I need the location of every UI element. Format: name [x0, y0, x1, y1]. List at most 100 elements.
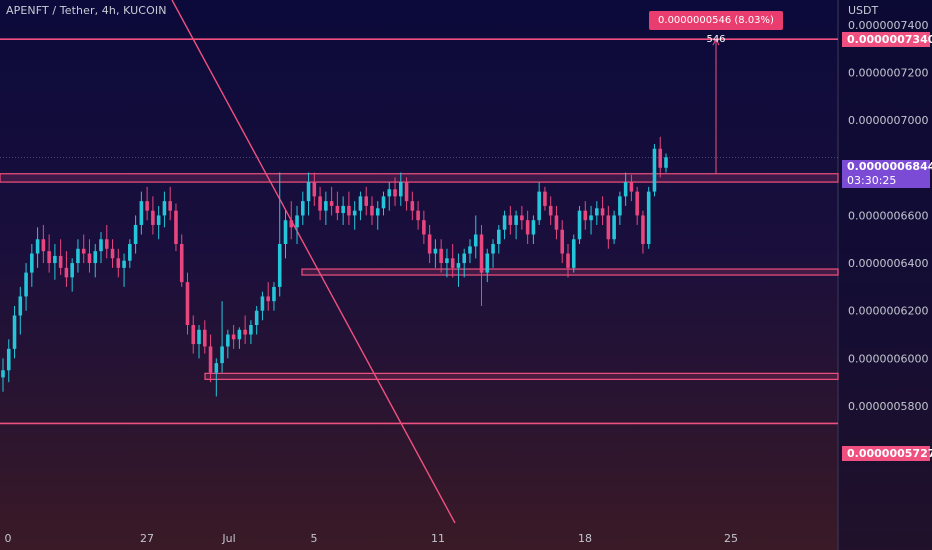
candle-body	[243, 329, 247, 335]
candle-body	[497, 229, 501, 245]
candle-body	[104, 239, 109, 249]
price-axis-panel	[838, 0, 932, 550]
y-tick-label: 0.0000007400	[848, 19, 928, 32]
y-tick-label: 0.0000006600	[848, 209, 928, 222]
candle-body	[151, 210, 155, 225]
candle-body	[289, 220, 294, 228]
candle-body	[520, 215, 524, 221]
x-tick-label: 0	[5, 532, 12, 545]
candle-body	[462, 253, 467, 264]
candle-body	[306, 182, 311, 202]
current-price-value: 0.0000006844	[847, 160, 932, 173]
candle-body	[606, 215, 611, 240]
candle-body	[197, 329, 201, 345]
candle-body	[99, 239, 103, 252]
candle-body	[433, 248, 438, 254]
candle-body	[283, 220, 288, 245]
candle-body	[191, 325, 196, 345]
candle-body	[618, 196, 622, 216]
candle-body	[525, 220, 530, 235]
zone-rectangle	[204, 372, 839, 380]
x-tick-label: 11	[431, 532, 445, 545]
candle-body	[623, 182, 628, 197]
candle-body	[364, 196, 368, 206]
candle-body	[358, 196, 363, 211]
y-tick-label: 0.0000006400	[848, 257, 928, 270]
candle-body	[81, 248, 86, 254]
resistance-price-label: 0.0000007340	[842, 32, 932, 47]
countdown-timer: 03:30:25	[847, 174, 897, 187]
candle-body	[324, 201, 328, 211]
x-tick-label: 18	[578, 532, 592, 545]
y-tick-label: 0.0000007200	[848, 67, 928, 80]
zone-rectangle	[0, 173, 839, 183]
candle-body	[375, 208, 380, 216]
candle-body	[76, 248, 80, 264]
candle-body	[341, 205, 345, 214]
candle-body	[658, 148, 663, 168]
candle-body	[335, 205, 340, 214]
candle-body	[24, 272, 28, 297]
candle-body	[139, 201, 144, 225]
candle-body	[577, 210, 582, 240]
candle-body	[370, 205, 374, 216]
chart-title: APENFT / Tether, 4h, KUCOIN	[6, 4, 167, 17]
candle-body	[646, 191, 651, 245]
candle-body	[422, 220, 426, 235]
x-tick-label: 5	[311, 532, 318, 545]
candle-body	[583, 210, 588, 221]
candle-body	[116, 258, 121, 268]
candle-body	[128, 244, 132, 261]
candle-body	[595, 208, 599, 216]
y-tick-label: 0.0000007000	[848, 114, 928, 127]
candle-body	[214, 363, 219, 373]
candle-body	[47, 251, 51, 264]
candle-body	[58, 255, 63, 268]
candle-body	[185, 282, 190, 326]
candle-body	[404, 182, 409, 202]
zone-rectangle	[301, 268, 839, 276]
candle-body	[543, 191, 547, 206]
candle-body	[612, 215, 616, 240]
candle-body	[531, 220, 536, 235]
candle-body	[87, 253, 92, 264]
candle-body	[641, 215, 645, 245]
measure-arrowhead	[712, 38, 720, 46]
candle-body	[168, 201, 172, 211]
candle-body	[589, 215, 593, 221]
candle-body	[410, 201, 415, 211]
candle-body	[70, 263, 74, 278]
candle-body	[387, 189, 392, 197]
candle-body	[6, 348, 11, 371]
candle-body	[508, 215, 513, 225]
candle-body	[156, 215, 161, 225]
y-tick-label: 0.0000006200	[848, 305, 928, 318]
trendline	[171, 0, 456, 524]
candle-body	[318, 196, 322, 211]
candle-body	[468, 246, 472, 254]
y-tick-label: 0.0000005800	[848, 400, 928, 413]
candle-body	[277, 244, 282, 287]
x-tick-label: 25	[724, 532, 738, 545]
candle-body	[174, 210, 178, 245]
candle-body	[445, 258, 449, 264]
y-tick-label: 0.0000006000	[848, 352, 928, 365]
candle-body	[537, 191, 541, 221]
candle-body	[450, 258, 455, 268]
candle-body	[329, 201, 334, 206]
candle-body	[514, 215, 518, 225]
candle-body	[93, 251, 98, 264]
candle-body	[554, 215, 559, 230]
axis-unit-label: USDT	[848, 4, 879, 17]
candle-body	[571, 239, 576, 268]
candle-body	[110, 248, 115, 259]
candle-body	[635, 191, 639, 216]
candle-body	[600, 208, 605, 216]
candle-body	[260, 296, 265, 311]
candle-body	[560, 229, 565, 254]
candle-body	[272, 286, 276, 302]
candle-body	[352, 210, 357, 216]
candle-body	[301, 201, 305, 216]
